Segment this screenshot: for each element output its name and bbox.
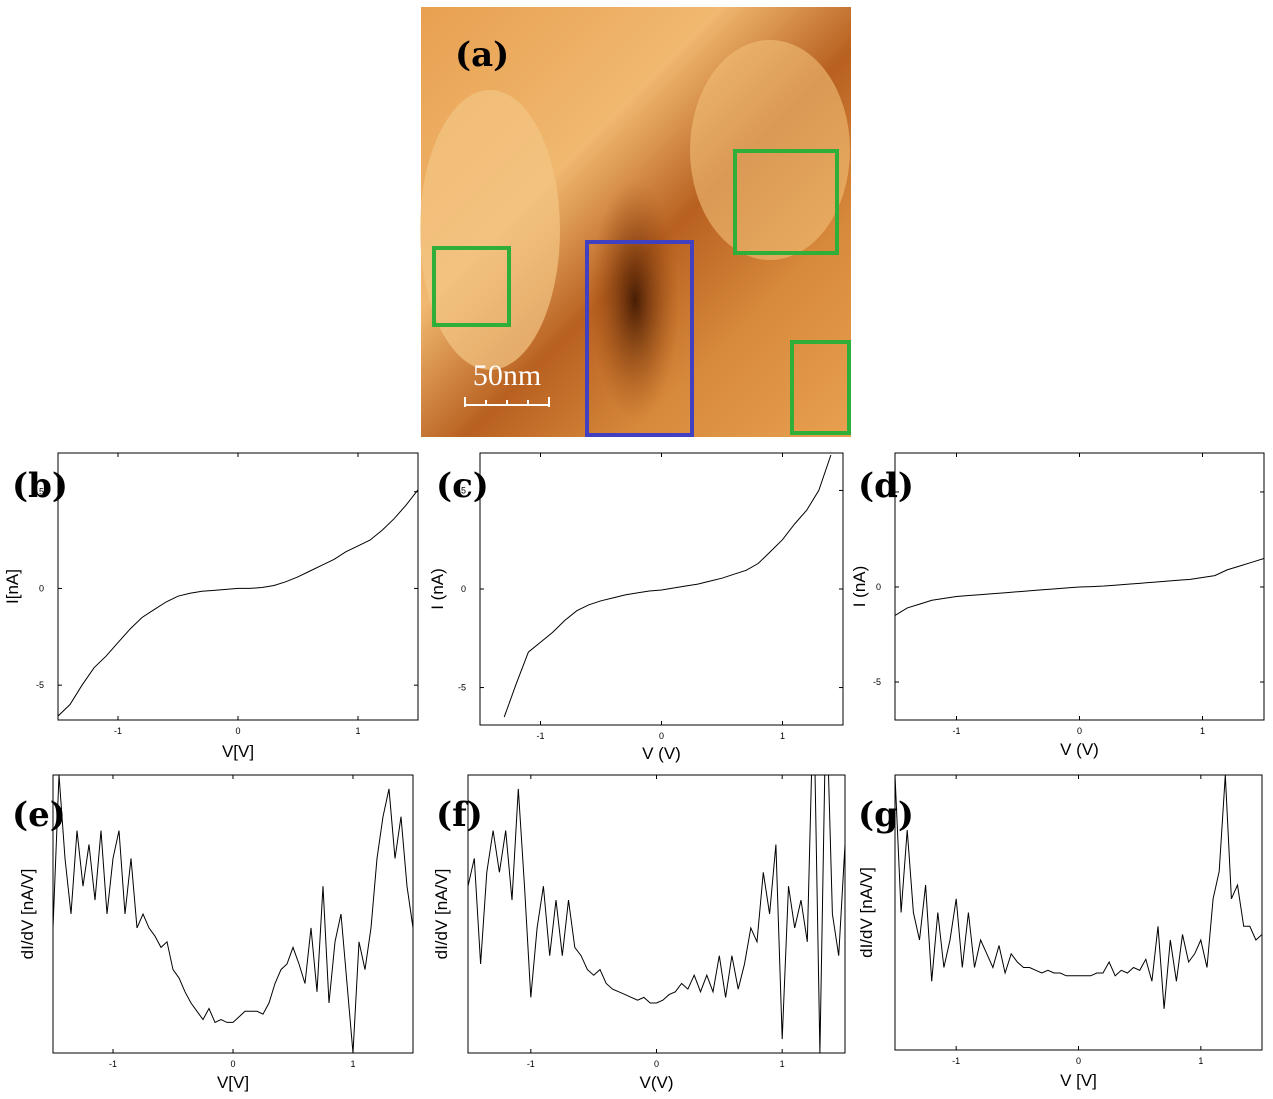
x-tick-label: 0 [654,1059,659,1069]
x-tick-label: 0 [1076,1056,1081,1066]
region-box [790,340,851,435]
x-axis-label: V (V) [642,744,681,763]
panel-label: (c) [436,466,489,506]
x-tick-label: 1 [780,1059,785,1069]
x-axis-label: V[V] [217,1073,249,1092]
data-line [468,775,845,1053]
x-tick-label: 1 [1198,1056,1203,1066]
scale-bar-label: 50nm [473,359,541,392]
x-tick-label: -1 [952,1056,960,1066]
region-box [432,246,511,327]
y-axis-label: I (nA) [850,566,869,608]
plot-frame [467,774,846,1054]
x-tick-label: -1 [114,726,122,736]
data-line [58,489,418,717]
trench [590,180,680,420]
y-axis-label: I[nA] [3,569,22,604]
data-line [895,558,1264,616]
scale-bar [464,397,550,407]
stm-image: (a) 50nm [420,7,851,437]
y-tick-label: 0 [39,583,44,593]
x-tick-label: 1 [355,726,360,736]
y-tick-label: -5 [873,677,881,687]
y-tick-label: -5 [458,683,466,693]
plot-frame [479,452,844,726]
terrace [420,90,560,370]
panel-label: (a) [455,35,509,75]
y-axis-label: dI/dV [nA/V] [857,867,876,958]
x-tick-label: -1 [952,726,960,736]
y-axis-label: dI/dV [nA/V] [432,869,451,960]
y-tick-label: 0 [461,584,466,594]
y-axis-label: I (nA) [428,568,447,610]
x-axis-label: V[V] [222,742,254,761]
x-tick-label: 0 [230,1059,235,1069]
x-tick-label: 1 [780,731,785,741]
y-tick-label: 0 [876,582,881,592]
y-tick-label: -5 [36,680,44,690]
data-line [53,775,413,1053]
panel-label: (d) [858,466,914,506]
x-tick-label: 1 [350,1059,355,1069]
data-line [895,775,1262,1009]
x-axis-label: V [V] [1060,1071,1097,1090]
panel-label: (f) [436,795,483,835]
panel-label: (b) [12,466,68,506]
x-axis-label: V (V) [1060,740,1099,759]
x-tick-label: 0 [1077,726,1082,736]
chart: -1 0 1 -5 0 5 V[V] I[nA] (b) [3,452,419,761]
x-tick-label: 1 [1200,726,1205,736]
x-tick-label: -1 [527,1059,535,1069]
chart: -1 0 1 V[V] dI/dV [nA/V] (e) [12,774,414,1092]
x-tick-label: 0 [235,726,240,736]
chart: -1 0 1 V(V) dI/dV [nA/V] (f) [432,774,846,1092]
x-tick-label: 0 [659,731,664,741]
region-box [585,240,694,437]
y-tick-label: 5 [461,485,466,495]
y-tick-label: 5 [876,487,881,497]
region-box [733,149,839,255]
chart: -1 0 1 -5 0 5 V (V) I (nA) (d) [850,452,1265,759]
y-tick-label: 5 [39,487,44,497]
plot-frame [57,452,419,721]
y-axis-label: dI/dV [nA/V] [18,869,37,960]
chart: -1 0 1 -5 0 5 V (V) I (nA) (c) [428,452,844,763]
x-axis-label: V(V) [640,1073,674,1092]
chart: -1 0 1 V [V] dI/dV [nA/V] (g) [857,774,1263,1090]
x-tick-label: -1 [536,731,544,741]
x-tick-label: -1 [109,1059,117,1069]
data-line [503,454,832,718]
panel-label: (g) [858,795,914,835]
plot-frame [894,774,1263,1051]
panel-label: (e) [12,795,66,835]
